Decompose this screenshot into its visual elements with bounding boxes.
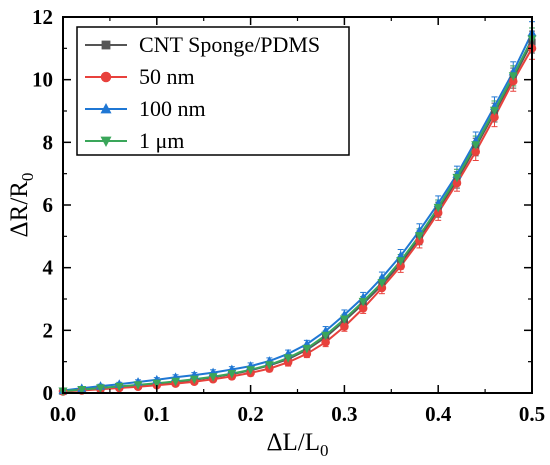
data-point [396,257,406,266]
x-tick-label: 0.3 [331,402,357,426]
data-point [471,141,481,150]
data-point [96,384,106,393]
data-point [339,315,349,325]
x-tick-label: 0.2 [237,402,263,426]
data-point [471,147,480,157]
x-tick-label: 0.0 [50,402,76,426]
data-point [358,304,368,313]
x-axis-title-sub: 0 [320,441,329,460]
data-point [189,375,199,385]
y-axis-title-sub: 0 [18,173,37,182]
data-point [508,76,518,86]
data-point [321,331,331,341]
legend-marker [100,136,112,148]
data-point [396,261,405,271]
legend-marker [100,102,112,114]
x-axis-title-main: ΔL/L [266,429,320,456]
data-point [283,354,293,363]
data-point [208,373,218,382]
data-point [321,337,330,347]
y-tick-label: 12 [32,5,53,29]
legend-label: 1 μm [139,128,184,153]
data-point [77,385,87,395]
y-axis-title-main: ΔR/R [6,181,33,238]
tick-labels: 0.0 0.1 0.2 0.3 0.4 0.5 0 2 4 6 8 10 12 [32,5,545,426]
axis-ticks [62,16,533,394]
x-tick-label: 0.5 [519,402,545,426]
legend: CNT Sponge/PDMS 50 nm 100 nm 1 μm [76,26,350,156]
data-point [377,279,387,288]
legend-label: 100 nm [139,96,206,121]
y-tick-label: 2 [43,318,54,342]
legend-marker [100,71,112,83]
x-tick-label: 0.1 [144,402,170,426]
data-point [490,112,499,122]
data-point [489,106,499,116]
y-tick-label: 8 [43,130,54,154]
data-point [452,178,462,188]
legend-marker [101,40,111,50]
y-tick-label: 0 [43,381,54,405]
data-point [377,283,387,293]
data-point [415,236,424,246]
data-point [508,72,518,81]
x-tick-label: 0.4 [425,402,452,426]
y-tick-label: 10 [32,68,53,92]
legend-box [76,26,350,156]
data-point [358,297,368,307]
data-point [340,322,349,331]
data-point [433,203,443,213]
data-point [433,208,443,218]
data-point [302,344,312,354]
data-point [152,379,162,389]
data-point [227,369,237,379]
legend-label: 50 nm [139,64,195,89]
data-point [414,232,424,241]
data-point [114,382,124,392]
data-point [302,349,312,359]
legend-label: CNT Sponge/PDMS [139,32,320,57]
y-axis-title: ΔR/R0 [6,173,37,238]
y-tick-label: 4 [43,256,54,280]
data-point [264,361,274,370]
x-axis-title: ΔL/L0 [266,429,328,460]
data-point [452,173,462,183]
y-tick-label: 6 [43,193,54,217]
data-point [171,377,181,387]
series-markers [58,27,537,397]
data-point [133,381,143,390]
data-point [246,366,256,375]
